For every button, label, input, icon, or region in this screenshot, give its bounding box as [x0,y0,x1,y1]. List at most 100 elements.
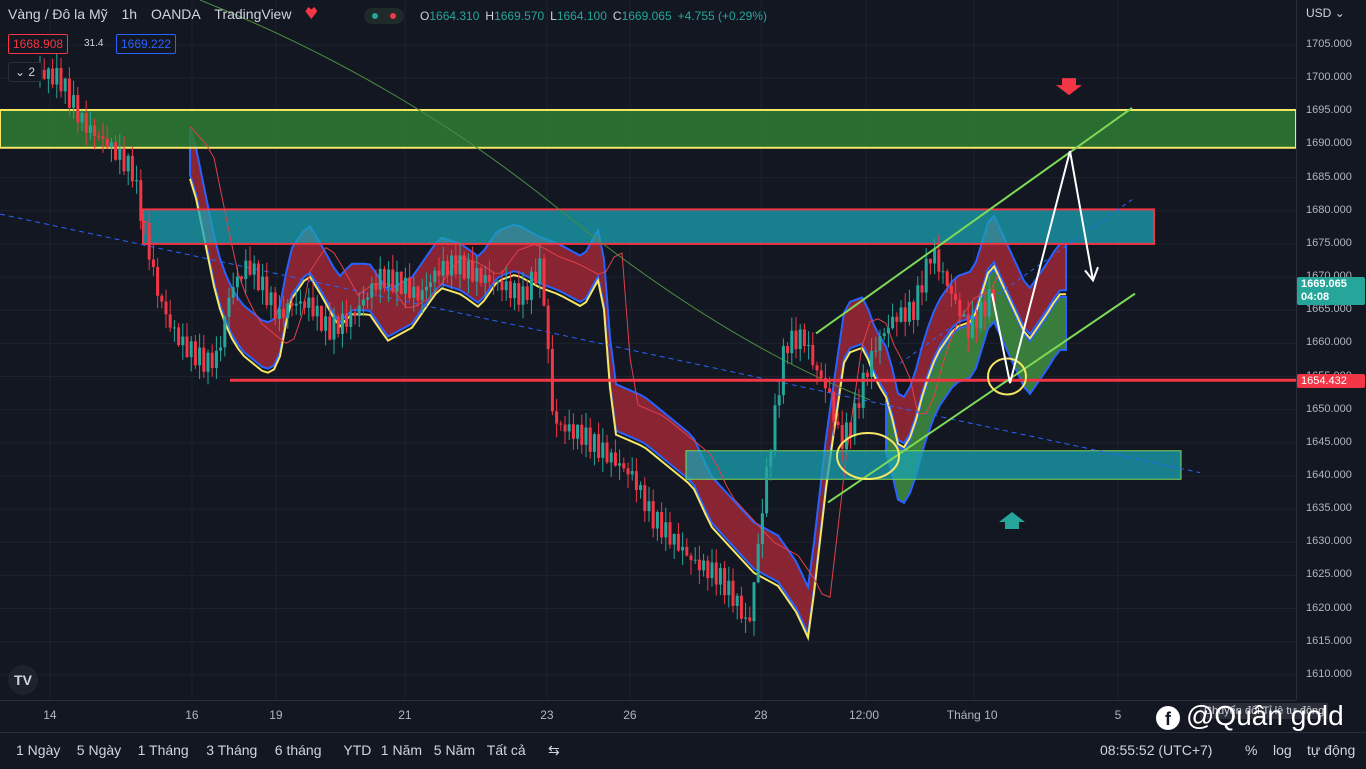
candle [63,78,67,92]
candle [219,347,223,351]
projection-path [991,150,1094,384]
period-button[interactable]: 1 Ngày [16,742,61,758]
candle [681,546,685,551]
status-toggle[interactable] [364,8,404,24]
up-arrow-icon [999,511,1025,529]
candle [504,281,508,291]
candle [794,330,798,350]
price-chart[interactable] [0,0,1296,700]
candle [865,372,869,377]
clock[interactable]: 08:55:52 (UTC+7) [1100,742,1213,758]
candle [336,316,340,334]
time-tick: 14 [43,708,57,722]
candle [760,513,764,544]
demand-zone [685,450,1182,480]
candle [672,533,676,545]
period-button[interactable]: 6 tháng [274,742,322,758]
last-price-tag: 1669.065 04:08 [1297,277,1365,305]
log-toggle[interactable]: log [1273,742,1292,758]
tradingview-logo-icon[interactable]: TV [8,665,38,695]
price-axis[interactable] [1296,0,1366,700]
period-button[interactable]: 5 Năm [433,742,476,758]
price-tick: 1615.000 [1306,634,1352,647]
date-range-icon[interactable]: ⇆ [548,742,560,758]
candle [416,286,420,301]
resistance-zone [0,108,1296,149]
candle [479,267,483,283]
candle [261,276,265,291]
candle [609,452,613,463]
percent-toggle[interactable]: % [1245,742,1258,758]
candle [361,299,365,306]
candle [664,522,668,538]
candle [244,260,248,280]
candle [126,155,130,172]
candle [475,267,479,282]
candle [588,427,592,452]
candle [811,344,815,366]
candle [298,301,302,304]
candle [206,352,210,372]
period-button[interactable]: 3 Tháng [206,742,258,758]
price-tick: 1675.000 [1306,236,1352,249]
period-button[interactable]: Tất cả [486,742,526,758]
candle [114,142,118,160]
interval[interactable]: 1h [121,6,138,22]
time-axis[interactable] [0,700,1296,731]
candle [836,421,840,426]
candle [93,125,97,136]
projection-arrowhead [1084,266,1099,283]
price-tick: 1630.000 [1306,535,1352,548]
auto-scale-tooltip: Chuyển đổi Tỉ lệ tự động [1200,703,1329,719]
candle [584,427,588,445]
period-button[interactable]: 5 Ngày [76,742,122,758]
candle [277,308,281,319]
auto-toggle[interactable]: tự động [1307,742,1356,758]
candle [983,301,987,317]
period-button[interactable]: YTD [343,742,372,758]
candle [483,275,487,283]
currency-selector[interactable]: USD ⌄ [1306,6,1345,20]
candle [563,424,567,432]
supply-zone [142,208,1155,245]
candle [471,260,475,282]
candle [429,282,433,287]
buy-button[interactable]: 1669.222 [116,34,177,54]
candle [55,68,59,85]
period-button[interactable]: 1 Tháng [137,742,189,758]
candle [366,297,370,300]
candle [882,333,886,337]
candle [51,68,55,85]
candle [723,567,727,596]
indicators-toggle[interactable]: ⌄ 2 [8,62,43,82]
price-tick: 1610.000 [1306,667,1352,680]
candle [647,501,651,512]
period-button[interactable]: 1 Năm [380,742,423,758]
candle [958,299,962,317]
candle [496,280,500,283]
candle [731,580,735,606]
candle [349,312,353,327]
candle [164,301,168,315]
price-tick: 1645.000 [1306,435,1352,448]
candle [975,314,979,329]
broker: OANDA [150,6,201,22]
candle [177,327,181,346]
candle [555,411,559,424]
candle [265,276,269,306]
candle [756,543,760,583]
highlight-ellipse [987,357,1027,396]
candle [42,70,46,79]
candle [844,422,848,449]
candle [454,255,458,275]
time-tick: 16 [185,708,199,722]
candle [933,249,937,264]
candle [991,289,995,302]
candle [819,370,823,378]
candle [118,148,122,160]
candle [697,559,701,571]
sell-button[interactable]: 1668.908 [8,34,69,54]
symbol-header[interactable]: Vàng / Đô la Mỹ 1h OANDA TradingView [8,6,327,22]
candle [945,271,949,286]
candle [156,267,160,296]
